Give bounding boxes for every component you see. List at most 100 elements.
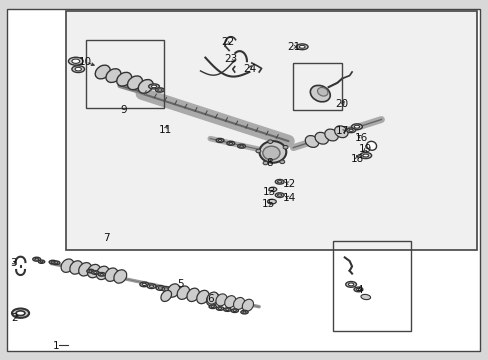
Ellipse shape xyxy=(140,282,148,287)
Ellipse shape xyxy=(164,288,168,290)
Ellipse shape xyxy=(68,57,83,65)
Ellipse shape xyxy=(277,181,281,183)
Ellipse shape xyxy=(162,287,170,292)
Ellipse shape xyxy=(279,160,284,164)
Text: 2: 2 xyxy=(11,312,18,323)
Ellipse shape xyxy=(209,305,216,309)
Ellipse shape xyxy=(157,89,162,91)
Ellipse shape xyxy=(277,194,281,196)
Ellipse shape xyxy=(259,141,286,163)
Ellipse shape xyxy=(87,269,94,273)
Ellipse shape xyxy=(347,283,353,286)
Ellipse shape xyxy=(345,282,356,287)
Ellipse shape xyxy=(232,310,236,312)
Ellipse shape xyxy=(366,141,376,150)
Text: 15: 15 xyxy=(261,199,274,210)
Ellipse shape xyxy=(218,307,222,310)
Ellipse shape xyxy=(206,292,219,306)
Text: 24: 24 xyxy=(242,64,256,74)
Ellipse shape xyxy=(100,274,103,275)
Ellipse shape xyxy=(114,270,126,283)
Text: 1: 1 xyxy=(53,341,60,351)
Ellipse shape xyxy=(177,286,189,300)
Ellipse shape xyxy=(98,273,105,276)
Ellipse shape xyxy=(218,140,222,141)
Ellipse shape xyxy=(231,309,238,312)
Ellipse shape xyxy=(186,288,199,302)
Text: 6: 6 xyxy=(206,294,213,304)
Ellipse shape xyxy=(94,271,97,274)
Ellipse shape xyxy=(267,140,272,143)
Ellipse shape xyxy=(239,145,243,147)
Bar xyxy=(332,241,410,331)
Ellipse shape xyxy=(72,66,84,73)
Ellipse shape xyxy=(156,286,164,291)
Ellipse shape xyxy=(233,297,244,310)
Ellipse shape xyxy=(207,292,218,304)
Ellipse shape xyxy=(148,84,159,89)
Ellipse shape xyxy=(362,154,368,157)
Text: 18: 18 xyxy=(349,154,363,164)
Ellipse shape xyxy=(296,44,307,50)
Text: 4: 4 xyxy=(355,285,362,295)
Ellipse shape xyxy=(224,308,231,311)
Ellipse shape xyxy=(106,69,121,82)
Bar xyxy=(66,11,476,250)
Text: 23: 23 xyxy=(224,54,237,64)
Ellipse shape xyxy=(355,288,360,291)
Ellipse shape xyxy=(151,85,157,88)
Ellipse shape xyxy=(211,306,214,307)
Ellipse shape xyxy=(314,132,328,144)
Ellipse shape xyxy=(263,146,279,160)
Ellipse shape xyxy=(138,80,153,93)
Ellipse shape xyxy=(72,59,80,63)
Ellipse shape xyxy=(255,149,260,153)
Text: 5: 5 xyxy=(177,279,184,289)
Ellipse shape xyxy=(38,260,45,264)
Ellipse shape xyxy=(40,261,43,262)
Ellipse shape xyxy=(317,87,327,96)
Text: 20: 20 xyxy=(335,99,348,109)
Ellipse shape xyxy=(224,296,235,308)
Ellipse shape xyxy=(267,199,276,204)
Bar xyxy=(85,40,163,108)
Ellipse shape xyxy=(149,285,153,287)
Ellipse shape xyxy=(334,126,347,138)
Ellipse shape xyxy=(61,259,74,273)
Ellipse shape xyxy=(79,262,91,276)
Ellipse shape xyxy=(105,268,118,282)
Ellipse shape xyxy=(161,291,171,301)
Ellipse shape xyxy=(228,143,232,144)
Ellipse shape xyxy=(225,309,228,310)
Ellipse shape xyxy=(55,262,58,264)
Text: 3: 3 xyxy=(10,258,17,268)
Text: 16: 16 xyxy=(354,132,368,143)
Ellipse shape xyxy=(49,260,56,264)
Ellipse shape xyxy=(89,270,92,272)
Ellipse shape xyxy=(359,153,371,159)
Ellipse shape xyxy=(353,125,359,128)
Ellipse shape xyxy=(158,287,162,289)
Ellipse shape xyxy=(216,294,226,306)
Ellipse shape xyxy=(96,266,109,280)
Ellipse shape xyxy=(35,258,39,260)
Ellipse shape xyxy=(155,88,164,92)
Ellipse shape xyxy=(147,284,156,289)
Text: 17: 17 xyxy=(335,126,348,136)
Ellipse shape xyxy=(283,145,287,149)
Ellipse shape xyxy=(275,193,284,198)
Ellipse shape xyxy=(275,180,284,184)
Ellipse shape xyxy=(12,309,29,318)
Ellipse shape xyxy=(51,261,54,263)
Ellipse shape xyxy=(240,310,247,314)
Ellipse shape xyxy=(237,144,245,148)
Ellipse shape xyxy=(53,261,60,265)
Ellipse shape xyxy=(242,299,253,311)
Text: 8: 8 xyxy=(266,158,273,168)
Ellipse shape xyxy=(216,139,224,143)
Ellipse shape xyxy=(268,187,276,192)
Text: 19: 19 xyxy=(358,144,372,154)
Ellipse shape xyxy=(226,141,234,145)
Ellipse shape xyxy=(299,45,305,48)
Ellipse shape xyxy=(346,128,355,133)
